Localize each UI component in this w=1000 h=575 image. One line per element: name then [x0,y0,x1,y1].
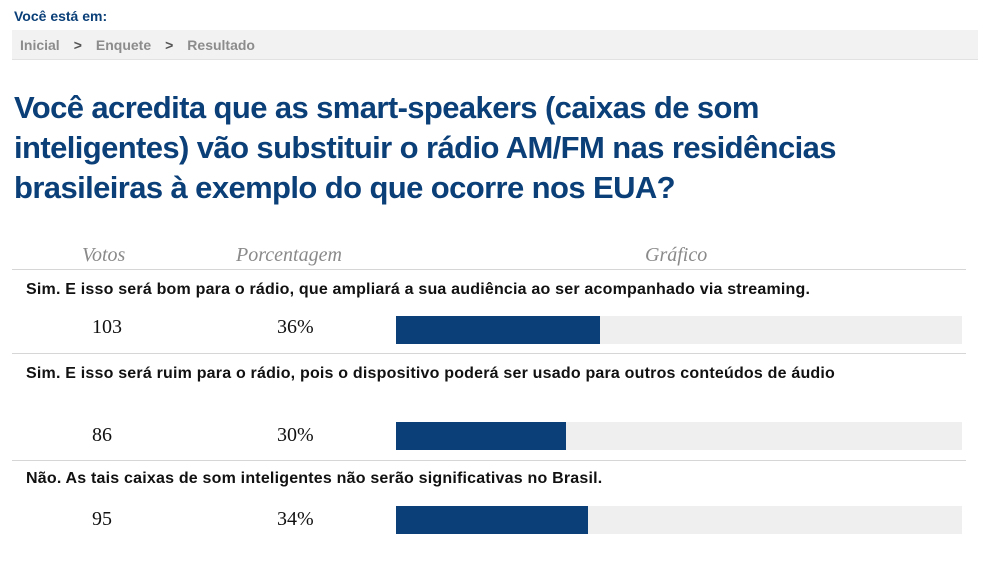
poll-option-bar-fill [396,316,600,344]
poll-option-votes: 86 [92,424,112,446]
poll-option-votes: 103 [92,316,122,338]
votes-column-header: Votos [82,244,126,266]
poll-option-bar-fill [396,506,589,534]
poll-option-text: Sim. E isso será bom para o rádio, que a… [26,281,811,298]
poll-option-bar-fill [396,422,566,450]
divider [12,353,966,354]
percent-column-header: Porcentagem [236,244,342,266]
poll-option-text: Sim. E isso será ruim para o rádio, pois… [26,365,836,382]
poll-option-bar [396,316,962,344]
poll-option-bar [396,422,962,450]
poll-option-bar [396,506,962,534]
breadcrumb-current: Resultado [187,36,255,53]
breadcrumb-separator: > [73,36,82,53]
divider [12,460,966,461]
breadcrumb: Inicial > Enquete > Resultado [12,30,978,60]
poll-option-votes: 95 [92,508,112,530]
poll-option-text: Não. As tais caixas de som inteligentes … [26,470,603,487]
divider [12,269,966,270]
you-are-here-label: Você está em: [14,8,108,24]
breadcrumb-poll-link[interactable]: Enquete [95,36,152,53]
breadcrumb-separator: > [165,36,174,53]
poll-option-percent: 30% [277,424,314,446]
chart-column-header: Gráfico [645,244,708,266]
breadcrumb-home-link[interactable]: Inicial [20,36,60,53]
poll-question: Você acredita que as smart-speakers (cai… [14,90,837,205]
poll-option-percent: 36% [277,316,314,338]
poll-option-percent: 34% [277,508,314,530]
